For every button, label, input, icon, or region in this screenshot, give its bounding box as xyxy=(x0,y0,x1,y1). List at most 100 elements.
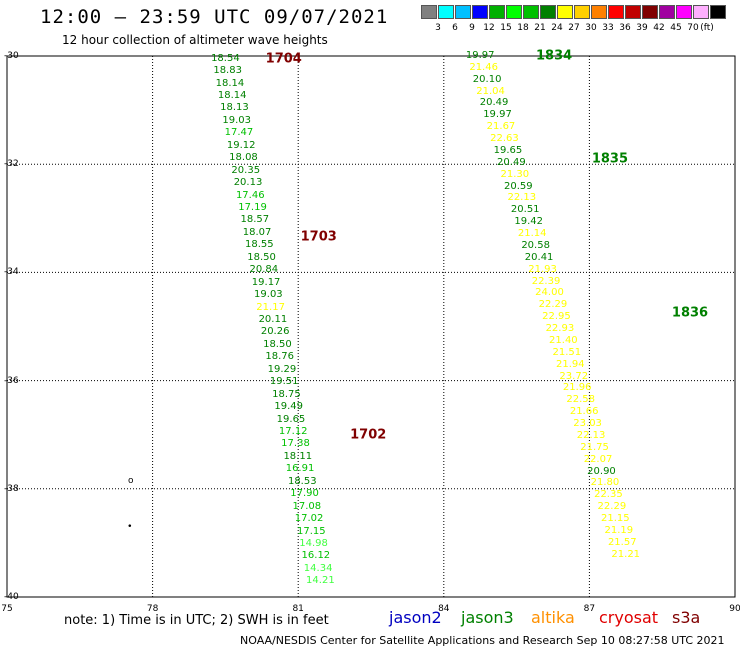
wave-height-value: 21.66 xyxy=(569,406,599,418)
scale-swatch xyxy=(421,5,437,19)
scale-swatch xyxy=(642,5,658,19)
scale-swatch xyxy=(625,5,641,19)
wave-height-value: 18.75 xyxy=(272,388,301,400)
wave-height-value: 16.12 xyxy=(301,550,331,562)
wave-height-value: 20.49 xyxy=(497,156,526,168)
wave-height-value: 20.90 xyxy=(587,465,616,477)
wave-height-value: 21.57 xyxy=(607,536,637,548)
wave-height-value: 21.67 xyxy=(486,121,516,133)
scale-unit: (ft) xyxy=(700,23,714,33)
scale-label: 18 xyxy=(517,23,529,33)
wave-height-value: 21.75 xyxy=(580,441,609,453)
scale-swatch xyxy=(591,5,607,19)
wave-height-value: 18.76 xyxy=(265,351,294,363)
wave-height-value: 22.58 xyxy=(566,394,596,406)
wave-height-value: 20.41 xyxy=(524,251,554,263)
wave-height-value: 17.12 xyxy=(278,425,308,437)
scale-label: 39 xyxy=(636,23,648,33)
satellite-legend-item: jason2 xyxy=(389,608,442,627)
lat-tick-label: -38 xyxy=(4,483,19,494)
scale-label: 30 xyxy=(585,23,597,33)
scale-label: 24 xyxy=(551,23,563,33)
scale-label: 70 xyxy=(687,23,699,33)
wave-height-value: 20.58 xyxy=(521,239,550,251)
lon-tick-label: 90 xyxy=(729,604,740,614)
lon-tick-label: 75 xyxy=(1,604,13,614)
wave-height-value: 22.29 xyxy=(597,501,627,513)
wave-height-value: 22.35 xyxy=(594,489,623,501)
wave-height-value: 19.12 xyxy=(226,139,256,151)
wave-height-value: 17.90 xyxy=(290,488,319,500)
wave-height-value: 20.11 xyxy=(258,314,288,325)
scale-swatch xyxy=(523,5,539,19)
footer-credit: NOAA/NESDIS Center for Satellite Applica… xyxy=(240,634,725,647)
wave-height-value: 17.38 xyxy=(281,438,310,450)
wave-height-value: 18.14 xyxy=(217,90,247,102)
wave-height-value: 21.04 xyxy=(476,85,505,97)
wave-height-value: 18.55 xyxy=(244,239,274,251)
wave-height-value: 21.96 xyxy=(562,382,592,394)
wave-height-value: 23.03 xyxy=(573,418,602,430)
wave-height-value: 14.98 xyxy=(299,537,328,549)
wave-height-value: 18.14 xyxy=(215,77,245,89)
wave-height-value: 20.84 xyxy=(249,264,279,276)
scale-label: 33 xyxy=(602,23,614,33)
scale-label: 27 xyxy=(568,23,580,33)
wave-height-value: 14.34 xyxy=(303,562,333,574)
scale-swatch xyxy=(659,5,675,19)
scale-label: 15 xyxy=(500,23,512,33)
wave-height-value: 18.54 xyxy=(211,52,240,64)
wave-height-value: 18.50 xyxy=(247,251,276,263)
wave-height-value: 20.26 xyxy=(260,326,290,338)
scale-label: 45 xyxy=(670,23,682,33)
note-text: note: 1) Time is in UTC; 2) SWH is in fe… xyxy=(64,613,329,628)
wave-height-value: 22.63 xyxy=(490,133,519,145)
scale-label: 12 xyxy=(483,23,495,33)
wave-height-value: 20.35 xyxy=(231,164,261,176)
satellite-legend-item: jason3 xyxy=(461,608,514,627)
wave-height-value: 21.40 xyxy=(549,334,578,346)
wave-height-value: 19.51 xyxy=(269,376,299,388)
pass-number-label: 1834 xyxy=(536,48,573,64)
lon-tick-label: 78 xyxy=(146,604,159,614)
scale-swatch xyxy=(557,5,573,19)
pass-number-label: 1836 xyxy=(671,305,709,321)
lat-tick-label: -36 xyxy=(4,375,19,386)
lat-tick-label: -34 xyxy=(4,267,19,278)
wave-height-value: 20.49 xyxy=(479,97,509,109)
wave-height-value: 22.13 xyxy=(507,192,537,204)
wave-height-value: 18.57 xyxy=(240,214,270,226)
wave-height-value: 22.07 xyxy=(583,453,613,465)
wave-height-value: 18.08 xyxy=(229,152,258,164)
map-subtitle: 12 hour collection of altimeter wave hei… xyxy=(62,33,328,47)
scale-swatch xyxy=(540,5,556,19)
wave-height-value: 17.08 xyxy=(292,500,322,512)
wave-height-value: 19.03 xyxy=(222,114,252,126)
scale-swatch xyxy=(676,5,692,19)
scale-swatch xyxy=(506,5,522,19)
wave-height-value: 19.29 xyxy=(267,363,297,375)
wave-height-value: 18.53 xyxy=(287,475,317,487)
wave-height-value: 18.13 xyxy=(220,102,249,114)
scale-swatch xyxy=(455,5,471,19)
wave-height-value: 19.42 xyxy=(514,216,544,228)
satellite-legend-item: altika xyxy=(531,608,575,627)
wave-height-value: 17.02 xyxy=(294,513,324,525)
scale-label: 3 xyxy=(435,23,441,33)
scale-swatch xyxy=(608,5,624,19)
lat-tick-label: -40 xyxy=(4,592,19,602)
wave-height-value: 21.21 xyxy=(611,548,641,560)
wave-height-value: 21.94 xyxy=(555,358,585,370)
pass-number-label: 1704 xyxy=(265,51,302,67)
island-marker: • xyxy=(127,521,133,532)
wave-height-value: 19.65 xyxy=(276,413,306,425)
lon-tick-label: 81 xyxy=(292,604,304,614)
wave-height-value: 22.13 xyxy=(576,429,606,441)
wave-height-value: 21.93 xyxy=(528,263,557,275)
wave-height-value: 23.72 xyxy=(559,370,589,382)
scale-swatch xyxy=(438,5,454,19)
wave-height-value: 20.10 xyxy=(472,73,502,85)
wave-height-value: 18.07 xyxy=(242,226,272,238)
scale-swatch xyxy=(574,5,590,19)
lon-tick-label: 87 xyxy=(583,604,596,614)
